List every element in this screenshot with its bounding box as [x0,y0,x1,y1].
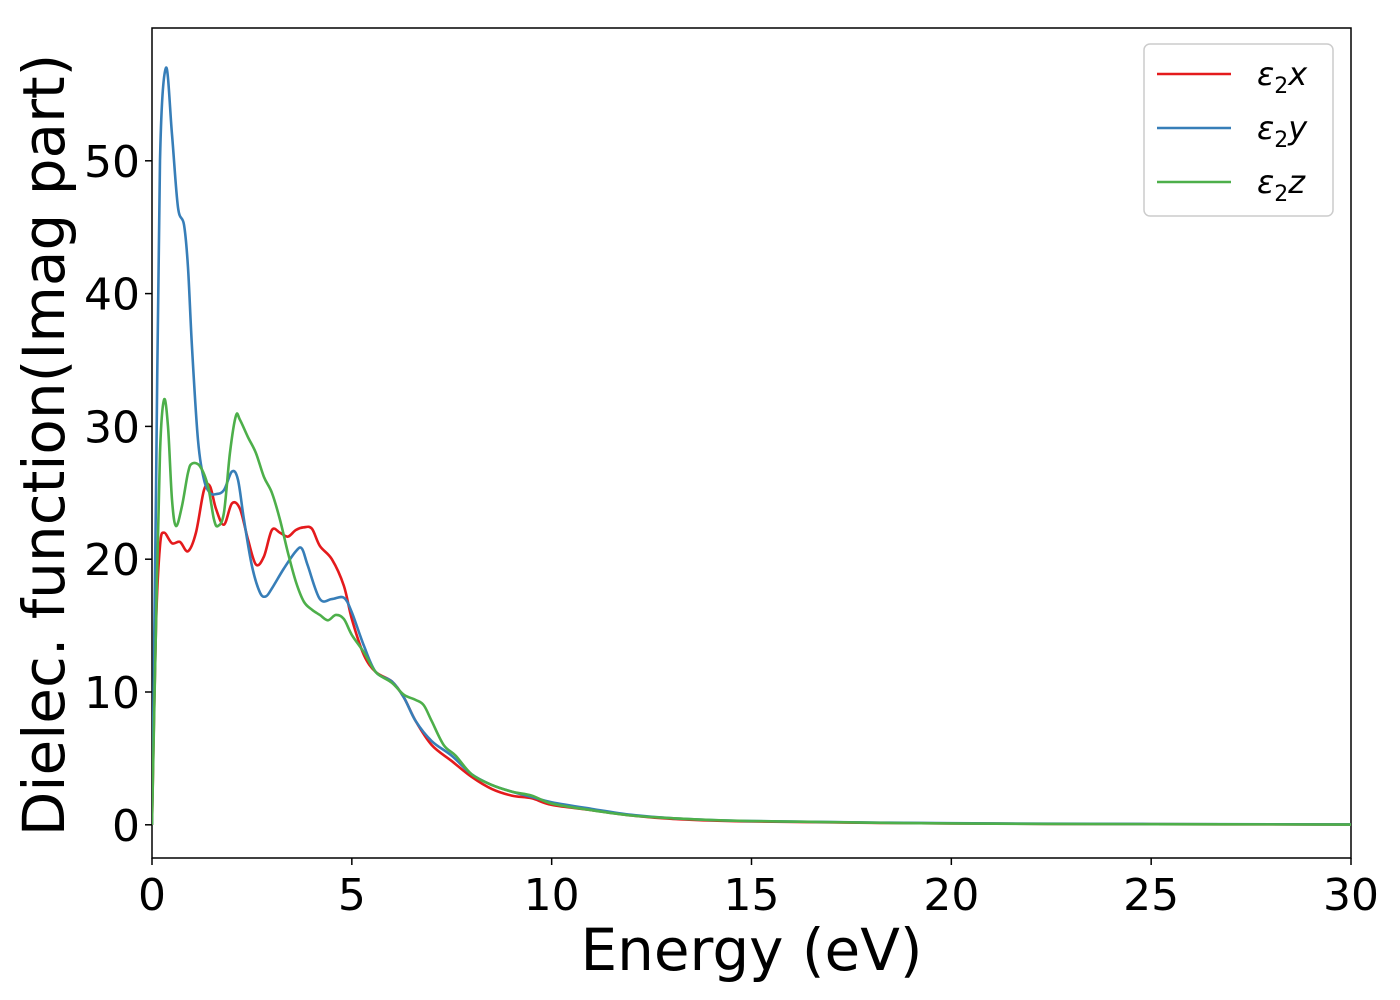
x-axis-label: Energy (eV) [580,916,922,984]
series-line-z [152,397,1351,826]
x-tick-label: 10 [524,870,580,921]
y-tick-label: 30 [84,402,140,453]
legend: ε2x ε2y ε2z [1143,43,1334,217]
y-tick-label: 50 [84,137,140,188]
legend-box [1143,43,1334,217]
y-axis-label: Dielec. function(Imag part) [10,54,78,837]
x-tick-label: 5 [338,870,366,921]
x-axis-ticks: 0 5 10 15 20 25 30 [138,858,1379,921]
legend-label-x: ε2x [1257,55,1308,99]
legend-label-y: ε2y [1257,109,1308,153]
x-tick-label: 25 [1123,870,1179,921]
x-tick-label: 30 [1323,870,1379,921]
x-tick-label: 20 [923,870,979,921]
y-axis-ticks: 0 10 20 30 40 50 [84,137,152,852]
series-line-y [152,66,1351,826]
series-layer [152,66,1351,826]
y-tick-label: 20 [84,535,140,586]
series-line-x [152,482,1351,826]
legend-label-z: ε2z [1257,163,1306,207]
x-tick-label: 0 [138,870,166,921]
y-tick-label: 10 [84,668,140,719]
x-tick-label: 15 [724,870,780,921]
y-tick-label: 0 [112,801,140,852]
y-tick-label: 40 [84,270,140,321]
